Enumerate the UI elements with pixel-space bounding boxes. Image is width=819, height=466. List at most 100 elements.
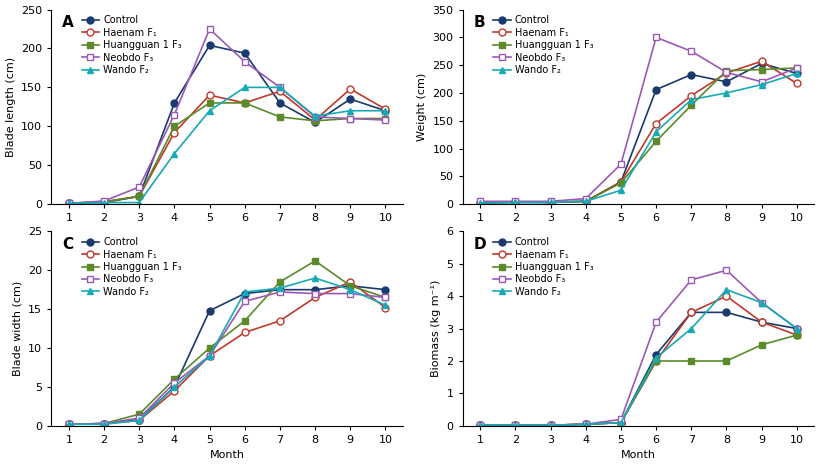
Haenam F₁ <box>545 422 554 428</box>
Control <box>99 200 109 206</box>
Neobdo F₃ <box>580 196 590 201</box>
Wando F₂ <box>380 302 390 308</box>
Neobdo F₃ <box>64 422 74 427</box>
Huangguan 1 F₃ <box>380 116 390 121</box>
Huangguan 1 F₃ <box>615 420 625 425</box>
Neobdo F₃ <box>134 415 144 421</box>
Wando F₂ <box>134 418 144 423</box>
Control <box>475 422 485 428</box>
Huangguan 1 F₃ <box>510 422 520 428</box>
Haenam F₁ <box>580 199 590 204</box>
Y-axis label: Blade length (cm): Blade length (cm) <box>6 57 16 157</box>
Control <box>310 120 319 125</box>
Neobdo F₃ <box>345 116 355 121</box>
Huangguan 1 F₃ <box>721 68 731 74</box>
Wando F₂ <box>650 129 660 135</box>
Haenam F₁ <box>239 100 249 106</box>
Line: Control: Control <box>66 42 388 207</box>
Control <box>510 199 520 205</box>
Line: Neobdo F₃: Neobdo F₃ <box>476 34 799 205</box>
Haenam F₁ <box>756 58 766 64</box>
Neobdo F₃ <box>99 198 109 204</box>
Wando F₂ <box>580 199 590 204</box>
Huangguan 1 F₃ <box>475 200 485 206</box>
Control <box>134 417 144 423</box>
Huangguan 1 F₃ <box>64 422 74 427</box>
Neobdo F₃ <box>64 200 74 206</box>
Wando F₂ <box>310 113 319 119</box>
Haenam F₁ <box>615 420 625 425</box>
Haenam F₁ <box>205 92 215 98</box>
Control <box>274 287 284 293</box>
Haenam F₁ <box>345 279 355 285</box>
Neobdo F₃ <box>239 59 249 64</box>
Control <box>380 287 390 293</box>
Control <box>580 421 590 427</box>
Huangguan 1 F₃ <box>310 258 319 264</box>
Huangguan 1 F₃ <box>99 199 109 205</box>
Text: D: D <box>473 237 485 252</box>
Neobdo F₃ <box>134 184 144 190</box>
Haenam F₁ <box>380 106 390 112</box>
Haenam F₁ <box>510 422 520 428</box>
Huangguan 1 F₃ <box>170 123 179 129</box>
Control <box>721 79 731 85</box>
Haenam F₁ <box>650 121 660 126</box>
Line: Haenam F₁: Haenam F₁ <box>476 293 799 429</box>
Huangguan 1 F₃ <box>545 422 554 428</box>
Haenam F₁ <box>205 353 215 359</box>
Neobdo F₃ <box>615 417 625 422</box>
Control <box>99 421 109 426</box>
Haenam F₁ <box>274 318 284 323</box>
Line: Neobdo F₃: Neobdo F₃ <box>476 267 799 429</box>
Control <box>205 42 215 48</box>
Control <box>791 71 801 76</box>
Huangguan 1 F₃ <box>580 199 590 204</box>
Neobdo F₃ <box>239 299 249 304</box>
Haenam F₁ <box>791 81 801 86</box>
Neobdo F₃ <box>510 199 520 204</box>
Wando F₂ <box>510 199 520 205</box>
Control <box>686 72 695 77</box>
Control <box>134 193 144 199</box>
Legend: Control, Haenam F₁, Huangguan 1 F₃, Neobdo F₃, Wando F₂: Control, Haenam F₁, Huangguan 1 F₃, Neob… <box>80 14 183 76</box>
Wando F₂ <box>721 90 731 96</box>
Haenam F₁ <box>239 329 249 335</box>
Haenam F₁ <box>345 86 355 92</box>
Neobdo F₃ <box>650 319 660 325</box>
Wando F₂ <box>64 422 74 427</box>
Wando F₂ <box>274 85 284 90</box>
Line: Control: Control <box>476 60 799 206</box>
Control <box>64 200 74 206</box>
Control <box>756 319 766 325</box>
Huangguan 1 F₃ <box>310 118 319 123</box>
Haenam F₁ <box>170 388 179 394</box>
Control <box>615 179 625 185</box>
Line: Haenam F₁: Haenam F₁ <box>476 58 799 206</box>
Haenam F₁ <box>380 305 390 310</box>
Wando F₂ <box>580 421 590 427</box>
Control <box>545 199 554 205</box>
Haenam F₁ <box>721 294 731 299</box>
Haenam F₁ <box>721 70 731 75</box>
Y-axis label: Blade width (cm): Blade width (cm) <box>12 281 23 376</box>
Text: C: C <box>61 237 73 252</box>
Control <box>170 384 179 390</box>
Neobdo F₃ <box>205 26 215 32</box>
Neobdo F₃ <box>686 48 695 54</box>
Wando F₂ <box>721 287 731 293</box>
Line: Control: Control <box>476 309 799 429</box>
Haenam F₁ <box>475 200 485 206</box>
Haenam F₁ <box>274 89 284 94</box>
Haenam F₁ <box>686 309 695 315</box>
Wando F₂ <box>615 420 625 425</box>
Huangguan 1 F₃ <box>274 114 284 120</box>
Control <box>791 326 801 331</box>
Neobdo F₃ <box>99 421 109 426</box>
Wando F₂ <box>205 108 215 114</box>
Neobdo F₃ <box>380 117 390 123</box>
Control <box>345 283 355 288</box>
Control <box>615 420 625 425</box>
Neobdo F₃ <box>686 277 695 283</box>
Haenam F₁ <box>134 418 144 423</box>
